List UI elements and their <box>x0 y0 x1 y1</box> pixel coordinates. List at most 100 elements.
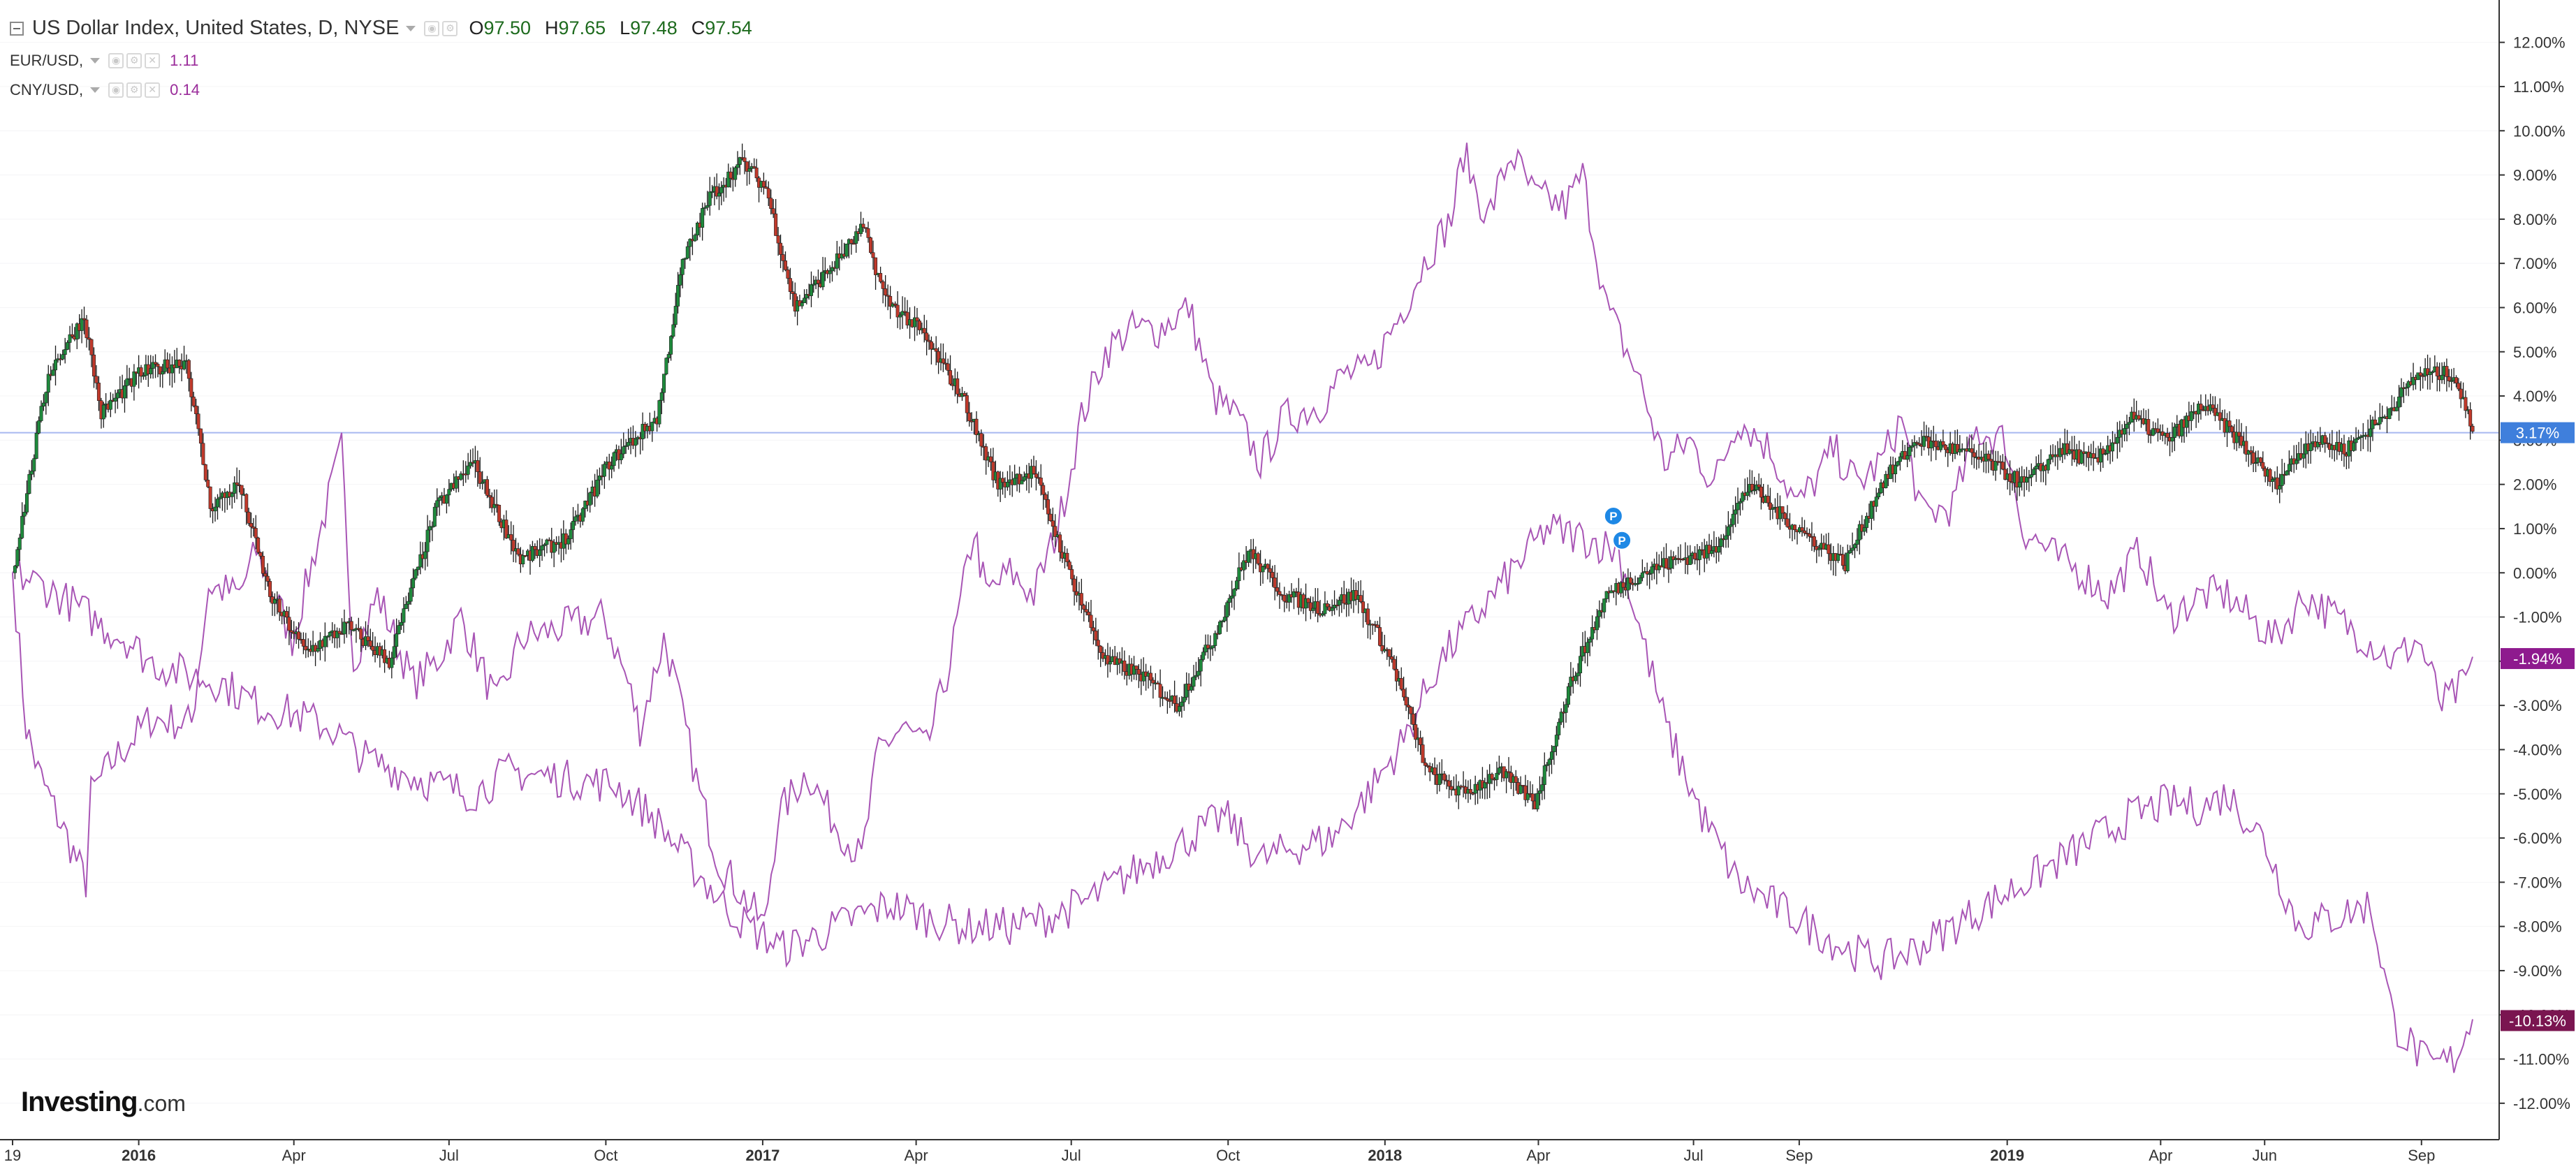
candle-body <box>397 625 401 634</box>
candle-body <box>2418 372 2422 376</box>
candle-body <box>1597 610 1602 617</box>
candle-body <box>2103 453 2107 455</box>
candle-body <box>13 566 17 573</box>
candle-body <box>989 456 993 462</box>
candle-body <box>323 635 327 647</box>
candle-body <box>2199 404 2203 411</box>
candle-body <box>41 402 45 406</box>
candle-body <box>1156 682 1160 685</box>
candle-body <box>1559 712 1563 723</box>
candle-body <box>156 364 160 367</box>
chevron-down-icon[interactable] <box>90 87 101 93</box>
candle-body <box>1316 601 1320 614</box>
candle-body <box>2454 377 2459 384</box>
candle-body <box>392 646 396 659</box>
candlestick-series <box>13 143 2475 812</box>
candle-body <box>2249 450 2253 453</box>
candle-body <box>504 520 508 538</box>
candle-body <box>1206 645 1210 649</box>
gear-icon[interactable]: ⚙ <box>442 20 458 36</box>
candle-body <box>540 545 544 551</box>
candle-body <box>2301 453 2306 459</box>
candle-body <box>2471 425 2475 432</box>
candle-body <box>1850 547 1854 551</box>
candle-body <box>715 186 719 197</box>
close-icon[interactable]: ✕ <box>145 82 161 98</box>
candle-body <box>177 360 182 367</box>
event-marker[interactable]: P <box>1612 530 1632 550</box>
event-marker[interactable]: P <box>1603 506 1623 526</box>
candle-body <box>1106 655 1110 665</box>
candle-body <box>1734 509 1738 515</box>
candle-body <box>2435 366 2439 376</box>
gear-icon[interactable]: ⚙ <box>126 82 142 98</box>
candle-body <box>371 646 375 651</box>
candle-body <box>390 657 394 668</box>
chevron-down-icon[interactable] <box>406 25 416 31</box>
candle-body <box>1688 555 1692 565</box>
candle-body <box>1766 496 1770 503</box>
candle-body <box>871 252 875 258</box>
candle-body <box>2270 479 2274 482</box>
candle-body <box>610 465 614 470</box>
candle-body <box>46 374 50 393</box>
candle-body <box>1645 571 1649 575</box>
eye-icon[interactable]: ◉ <box>108 53 124 68</box>
candle-body <box>1667 568 1671 570</box>
gear-icon[interactable]: ⚙ <box>126 53 142 68</box>
close-icon[interactable]: ✕ <box>145 53 161 68</box>
candle-body <box>516 548 520 555</box>
candle-body <box>22 512 27 517</box>
candle-body <box>949 370 953 385</box>
candle-body <box>1148 672 1152 681</box>
eye-icon[interactable]: ◉ <box>424 20 440 36</box>
candle-body <box>1771 508 1775 510</box>
candle-body <box>469 462 473 466</box>
candle-body <box>965 395 969 413</box>
candle-body <box>905 311 909 325</box>
candle-body <box>2285 471 2289 476</box>
candle-body <box>2464 397 2468 411</box>
candle-body <box>2151 428 2156 436</box>
candle-body <box>1234 580 1238 590</box>
candle-body <box>2017 482 2021 487</box>
candle-body <box>1586 642 1590 654</box>
candle-body <box>1079 593 1083 605</box>
candle-body <box>595 480 599 497</box>
candle-body <box>1227 598 1231 603</box>
candle-body <box>2156 428 2160 433</box>
candle-body <box>1232 589 1236 596</box>
x-tick-label: 2019 <box>1990 1147 2024 1164</box>
candle-body <box>352 629 356 631</box>
legend-main-row: US Dollar Index, United States, D, NYSE … <box>10 17 766 40</box>
x-tick-label: Jul <box>439 1147 459 1164</box>
candle-body <box>1158 684 1162 698</box>
candle-body <box>1697 549 1702 560</box>
candle-body <box>979 433 983 447</box>
candle-body <box>900 311 905 316</box>
candle-body <box>881 281 885 289</box>
candle-body <box>1461 786 1465 788</box>
candle-body <box>54 360 58 371</box>
candle-body <box>284 611 288 618</box>
y-tick-label: 7.00% <box>2513 255 2556 272</box>
close-value: C97.54 <box>691 17 752 38</box>
legend-eur-row: EUR/USD, ◉ ⚙ ✕ 1.11 <box>10 52 198 70</box>
candle-body <box>1523 785 1528 800</box>
candle-body <box>922 328 926 334</box>
collapse-icon[interactable] <box>10 21 24 36</box>
candle-body <box>2394 406 2399 411</box>
candle-body <box>368 640 372 647</box>
candle-body <box>1335 605 1339 607</box>
candle-body <box>2468 409 2473 427</box>
chevron-down-icon[interactable] <box>90 58 101 64</box>
eye-icon[interactable]: ◉ <box>108 82 124 98</box>
candle-body <box>1852 544 1857 549</box>
candle-body <box>1094 631 1098 640</box>
candle-body <box>1621 582 1625 588</box>
candle-body <box>2397 397 2401 408</box>
candle-body <box>196 413 200 429</box>
candle-body <box>2230 426 2234 432</box>
marker-label: P <box>1618 534 1625 547</box>
